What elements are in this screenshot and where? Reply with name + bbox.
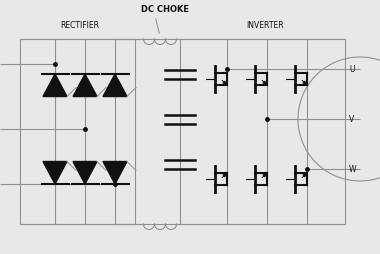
Text: W: W <box>349 165 356 173</box>
Polygon shape <box>43 74 67 97</box>
Polygon shape <box>43 162 67 184</box>
Text: RECTIFIER: RECTIFIER <box>60 22 100 30</box>
Text: INVERTER: INVERTER <box>246 22 284 30</box>
Polygon shape <box>73 162 97 184</box>
Polygon shape <box>103 74 127 97</box>
Text: DC CHOKE: DC CHOKE <box>141 5 189 13</box>
Polygon shape <box>73 74 97 97</box>
Text: U: U <box>349 65 355 73</box>
Polygon shape <box>103 162 127 184</box>
Text: V: V <box>349 115 354 123</box>
